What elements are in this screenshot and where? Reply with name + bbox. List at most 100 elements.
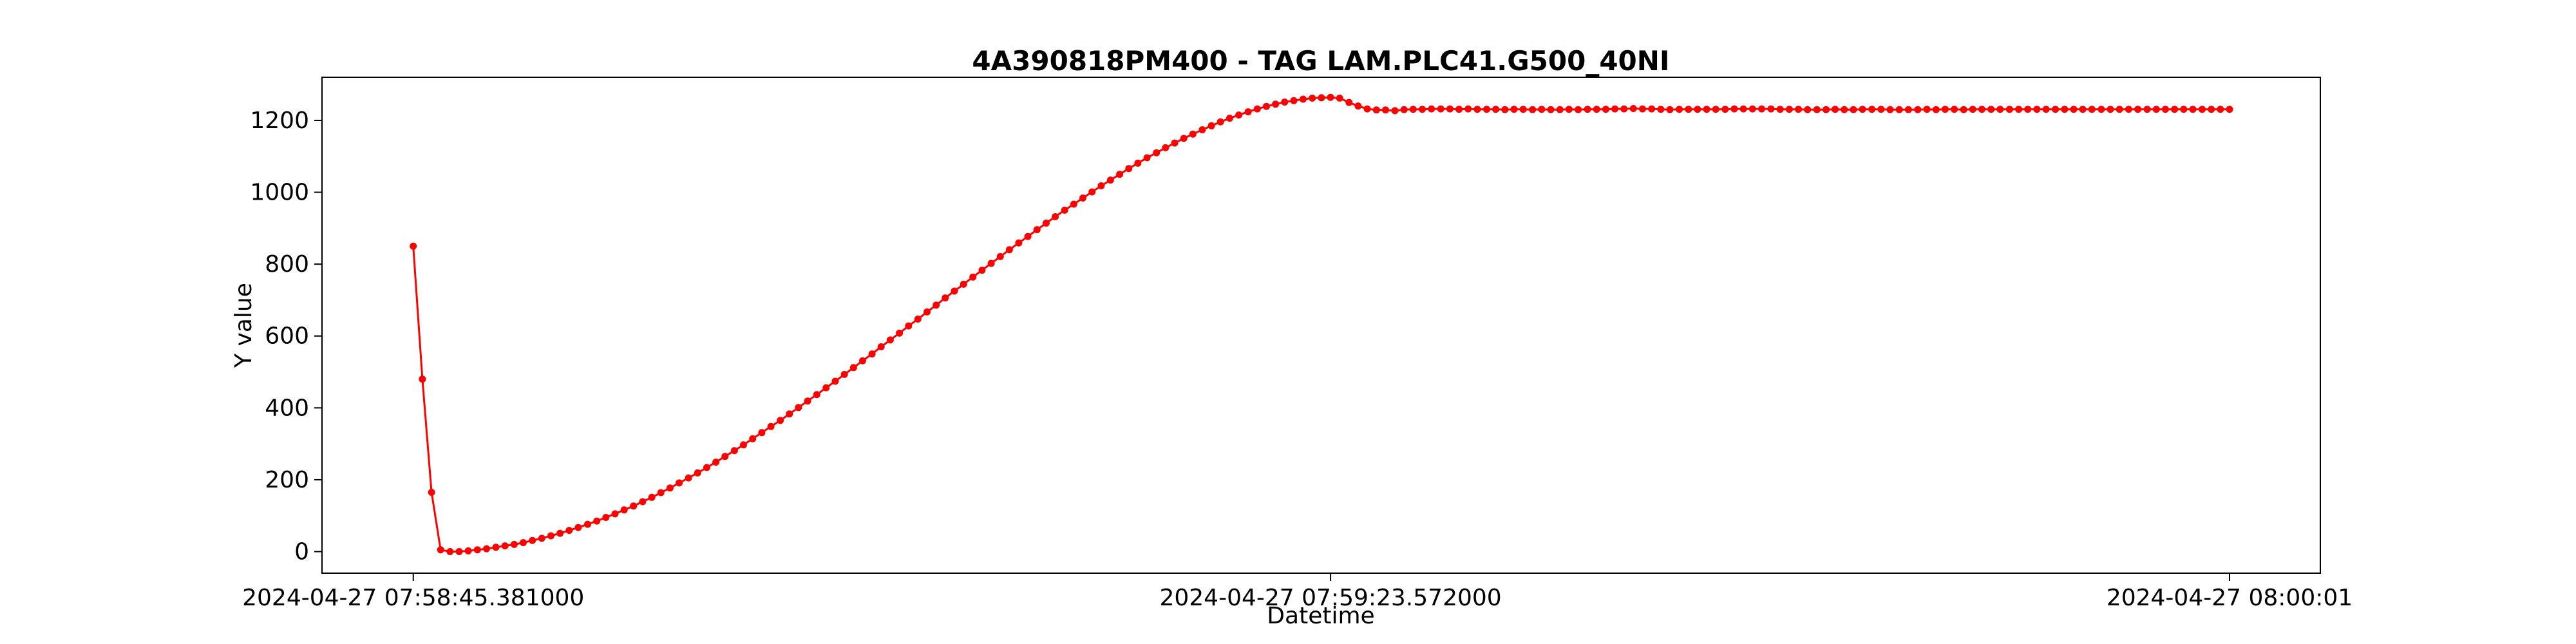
data-point [410,242,417,250]
data-point [510,540,518,548]
data-point [2189,106,2197,113]
data-point [1409,106,1417,113]
data-point [2226,106,2233,113]
data-point [1253,105,1261,113]
data-point [914,316,922,323]
data-point [2024,106,2032,113]
data-point [1290,97,1298,104]
data-point [1969,106,1976,113]
data-point [1180,135,1188,142]
data-point [473,546,481,554]
data-point [1730,105,1738,113]
data-point [712,459,720,466]
series-layer [410,93,2233,555]
data-point [960,280,967,288]
data-point [1841,106,1848,113]
data-point [694,469,701,477]
data-point [1859,106,1866,113]
chart-title: 4A390818PM400 - TAG LAM.PLC41.G500_40NI [972,45,1669,77]
data-point [1483,106,1490,113]
data-point [620,506,628,514]
data-point [1309,94,1316,102]
data-point [1712,106,1719,113]
data-point [933,301,940,309]
data-point [749,435,757,442]
data-point [1565,106,1573,113]
data-point [2116,106,2123,113]
data-point [1914,106,1922,113]
data-point [2005,106,2013,113]
data-point [1556,106,1564,113]
data-point [1923,106,1931,113]
data-point [565,527,573,535]
data-point [804,397,811,405]
data-point [2199,106,2206,113]
x-tick-label: 2024-04-27 07:58:45.381000 [242,585,584,611]
data-point [886,336,894,344]
data-point [923,308,931,316]
data-point [1575,106,1582,113]
y-tick-label: 800 [265,251,309,278]
data-point [1547,106,1555,113]
data-point [1703,106,1710,113]
data-point [1629,105,1637,112]
data-point [1052,213,1059,220]
data-point [1694,106,1701,113]
data-point [2079,106,2087,113]
data-point [1235,111,1243,119]
data-point [2125,106,2132,113]
data-point [1941,106,1949,113]
data-point [1639,105,1646,113]
data-point [1602,106,1609,113]
data-point [1300,95,1307,103]
data-point [1538,106,1546,113]
data-point [1978,106,1985,113]
data-point [1785,106,1793,113]
data-point [849,364,857,372]
data-point [1116,171,1124,178]
data-point [1208,122,1215,129]
data-point [1033,226,1041,234]
y-axis: 0 200 400 600 800 1000 1200 [250,108,322,565]
data-point [1024,232,1032,240]
data-point [419,375,426,383]
data-point [896,329,904,337]
data-point [795,404,802,412]
data-point [2134,106,2142,113]
data-point [2180,106,2188,113]
data-point [593,517,601,525]
data-point [721,453,729,460]
data-point [1895,106,1903,113]
data-point [1877,106,1885,113]
data-point [2015,106,2023,113]
data-point [1354,102,1362,110]
data-point [676,479,683,487]
data-point [1143,154,1151,162]
x-axis: 2024-04-27 07:58:45.381000 2024-04-27 07:… [242,573,2353,611]
data-point [877,343,885,350]
data-point [602,514,610,521]
data-point [1886,106,1894,113]
data-point [1070,200,1077,208]
data-point [1244,108,1252,116]
data-point [1529,106,1537,113]
data-point [611,510,619,518]
data-point [2070,106,2078,113]
data-point [1281,99,1289,106]
data-point [483,545,490,553]
data-point [1318,94,1325,102]
y-axis-label: Y value [231,283,257,368]
data-point [1776,106,1784,113]
data-point [520,539,527,547]
x-axis-label: Datetime [1267,603,1374,629]
data-point [574,524,582,531]
y-tick-label: 400 [265,395,309,421]
data-point [767,422,775,430]
data-point [1611,105,1619,113]
data-point [1336,94,1343,102]
data-point [1584,106,1591,113]
data-point [831,377,839,385]
data-point [840,370,848,378]
data-point [1153,149,1160,156]
